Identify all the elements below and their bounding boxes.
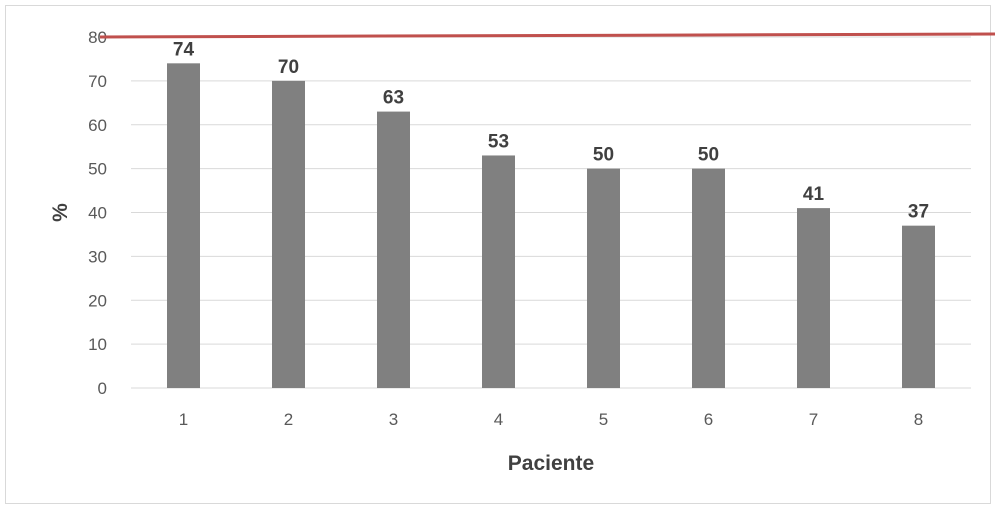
bar	[482, 155, 515, 388]
data-label: 50	[698, 145, 719, 166]
data-label: 37	[908, 202, 929, 223]
data-label: 63	[383, 88, 404, 109]
data-label: 41	[803, 184, 825, 205]
bar	[587, 168, 620, 388]
y-tick-label: 50	[88, 160, 107, 179]
reference-line	[99, 32, 995, 39]
data-label: 53	[488, 131, 509, 152]
y-tick-label: 20	[88, 291, 107, 310]
y-tick-label: 40	[88, 204, 107, 223]
x-tick-label: 6	[704, 410, 713, 429]
x-tick-label: 2	[284, 410, 293, 429]
x-tick-label: 4	[494, 410, 503, 429]
y-tick-labels: 0 10 20 30 40 50 60 70 80	[88, 28, 107, 398]
bar	[377, 111, 410, 389]
y-tick-label: 0	[98, 379, 107, 398]
bars	[167, 63, 935, 389]
bar	[272, 80, 305, 388]
data-label: 50	[593, 145, 614, 166]
y-tick-label: 80	[88, 28, 107, 47]
bar	[167, 63, 200, 388]
y-tick-label: 70	[88, 72, 107, 91]
x-tick-label: 8	[914, 410, 923, 429]
data-label: 70	[278, 57, 299, 78]
x-tick-label: 3	[389, 410, 398, 429]
bar	[797, 208, 830, 388]
x-axis-title: Paciente	[508, 452, 594, 475]
bar	[692, 168, 725, 388]
x-tick-label: 7	[809, 410, 818, 429]
y-tick-label: 30	[88, 247, 107, 266]
y-tick-label: 10	[88, 335, 107, 354]
gridlines	[131, 36, 971, 389]
x-tick-labels: 1 2 3 4 5 6 7 8	[179, 410, 923, 429]
y-tick-label: 60	[88, 116, 107, 135]
x-tick-label: 1	[179, 410, 188, 429]
data-label: 74	[173, 39, 195, 60]
data-labels: 74 70 63 53 50 50 41 37	[173, 39, 929, 222]
y-axis-title: %	[49, 203, 72, 222]
x-tick-label: 5	[599, 410, 608, 429]
bar	[902, 225, 935, 388]
